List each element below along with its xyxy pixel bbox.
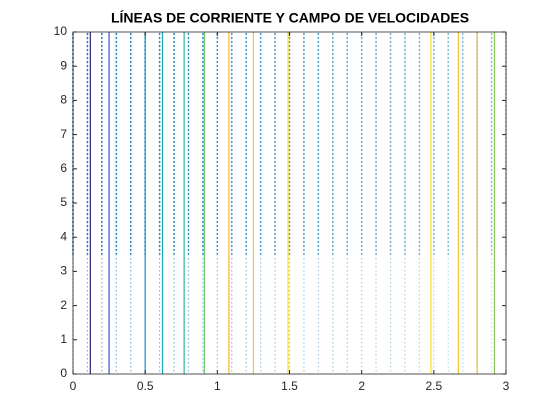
x-tick-label: 3: [503, 379, 510, 393]
chart-title: LÍNEAS DE CORRIENTE Y CAMPO DE VELOCIDAD…: [111, 10, 469, 26]
y-tick-label: 6: [60, 161, 67, 175]
y-tick-label: 0: [60, 366, 67, 380]
x-tick-label: 0: [70, 379, 77, 393]
x-tick-label: 2.5: [425, 379, 442, 393]
x-tick-label: 2: [358, 379, 365, 393]
x-tick-label: 1: [214, 379, 221, 393]
y-tick-label: 2: [60, 298, 67, 312]
y-tick-label: 9: [60, 58, 67, 72]
y-tick-label: 8: [60, 93, 67, 107]
x-tick-label: 0.5: [137, 379, 154, 393]
y-tick-label: 5: [60, 195, 67, 209]
y-tick-label: 7: [60, 127, 67, 141]
y-tick-label: 1: [60, 332, 67, 346]
x-tick-label: 1.5: [281, 379, 298, 393]
y-tick-label: 4: [60, 229, 67, 243]
y-tick-label: 3: [60, 264, 67, 278]
y-tick-label: 10: [54, 24, 68, 38]
